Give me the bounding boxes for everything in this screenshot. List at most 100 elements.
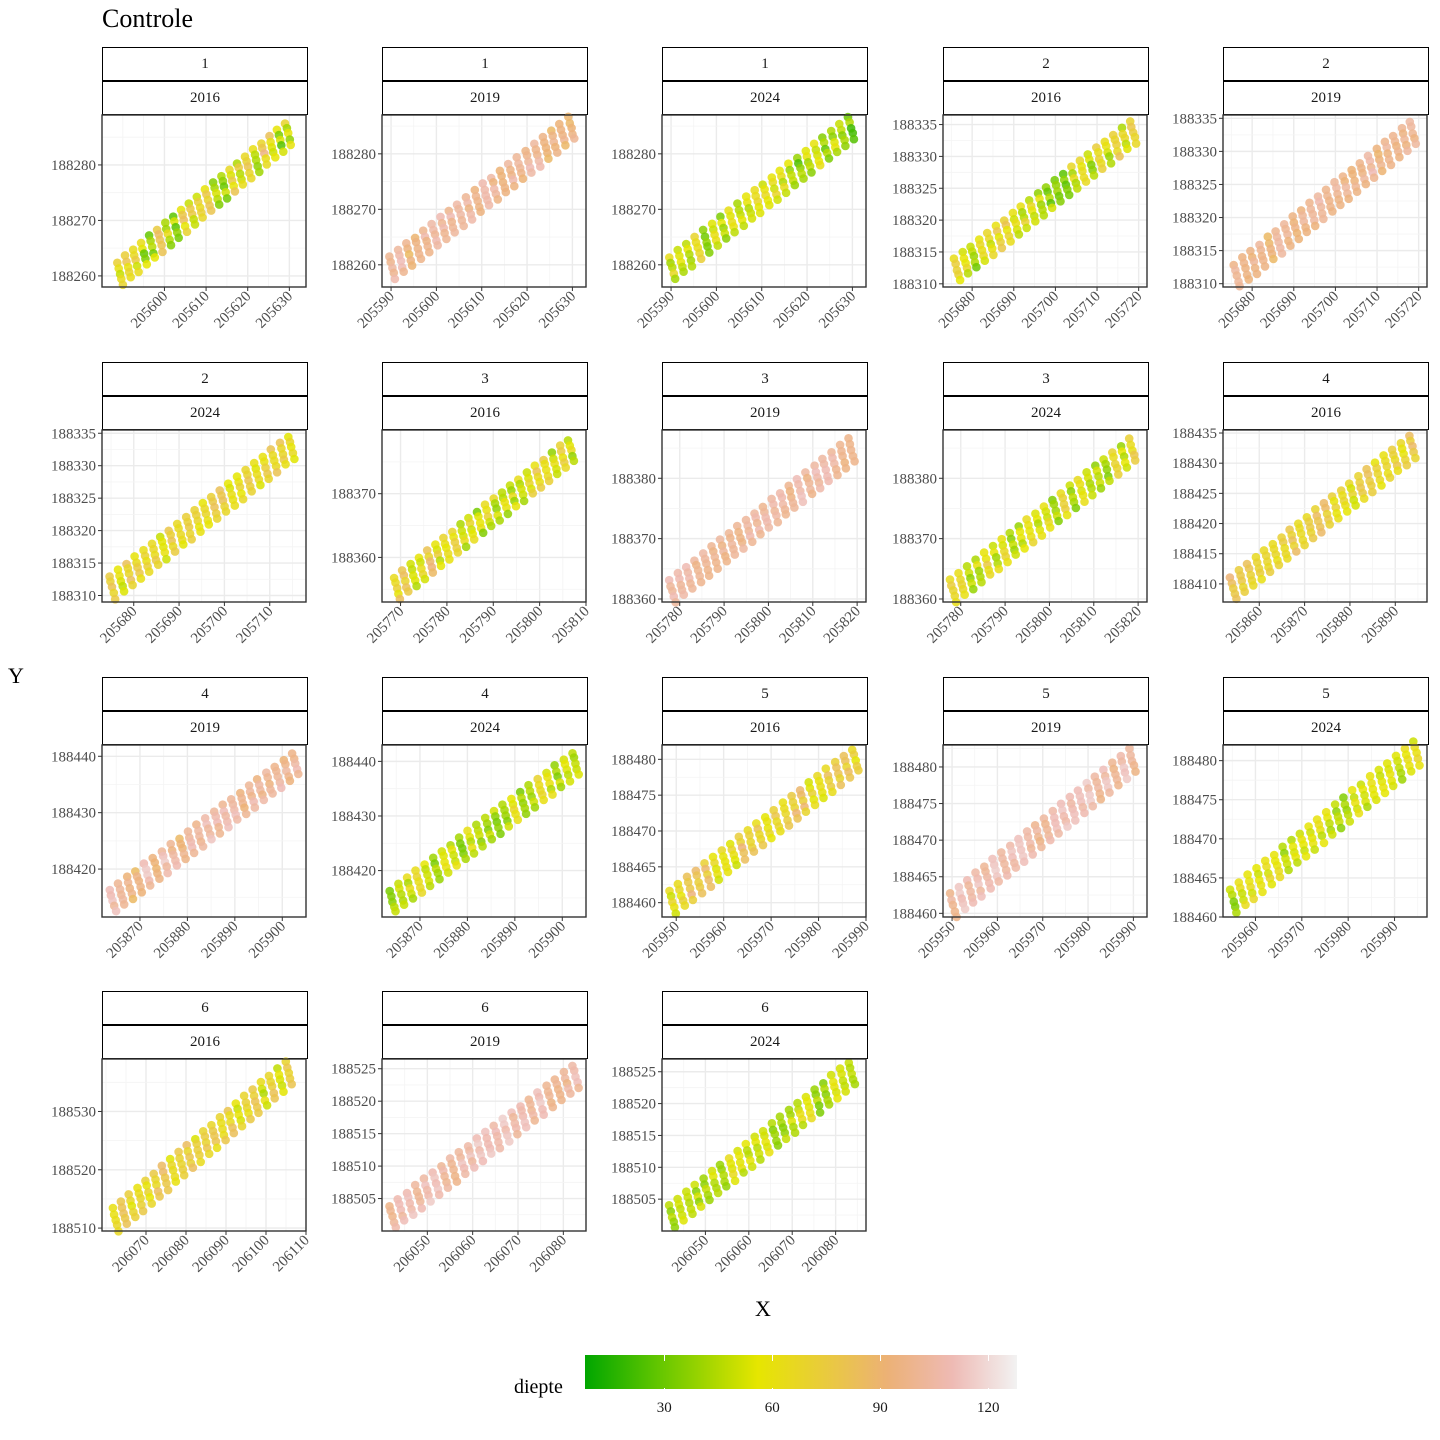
data-point [781, 809, 790, 818]
data-point [815, 1108, 825, 1117]
data-point [188, 1163, 198, 1172]
data-point [1089, 171, 1099, 180]
facet-panel: 5 2024 188460 188465 188470 188475 188480 20596… [1172, 677, 1429, 977]
data-point [1130, 456, 1140, 465]
data-point [283, 128, 293, 138]
data-point [692, 871, 702, 880]
data-point [553, 148, 562, 157]
data-point [1011, 550, 1020, 559]
data-point [1232, 594, 1241, 604]
data-point [986, 884, 995, 893]
data-point [1105, 152, 1114, 161]
data-point [416, 557, 425, 567]
y-tick-label: 188310 [1172, 277, 1217, 293]
data-point [815, 483, 825, 493]
data-point [401, 576, 410, 586]
facet-plot: 188360 188370 188380 205780 205790 205800 2058… [892, 429, 1148, 647]
data-point [569, 456, 579, 466]
data-point [1115, 152, 1124, 161]
data-point [1028, 850, 1037, 859]
data-point [1067, 162, 1076, 171]
data-point [214, 200, 224, 209]
data-point [222, 194, 232, 203]
data-point [1249, 257, 1259, 266]
data-point [218, 800, 227, 809]
data-point [504, 822, 514, 831]
y-tick-label: 188380 [611, 471, 656, 487]
data-point [1344, 194, 1353, 204]
data-point [126, 272, 135, 282]
data-point [539, 1110, 548, 1119]
data-point [259, 1089, 268, 1098]
data-point [1003, 557, 1012, 567]
legend-tick [880, 1355, 882, 1361]
data-point [174, 1147, 183, 1157]
data-point [187, 535, 196, 544]
data-point [776, 826, 785, 836]
data-point [237, 1121, 247, 1131]
x-tick-label: 205970 [735, 919, 778, 962]
data-point [259, 795, 269, 805]
data-point [1056, 197, 1065, 206]
data-point [544, 476, 554, 486]
legend-tick-label: 120 [976, 1400, 1000, 1416]
data-point [773, 1141, 783, 1150]
data-point [124, 569, 134, 578]
data-point [696, 577, 706, 587]
data-point [467, 215, 477, 224]
data-point [445, 555, 454, 564]
data-point [1071, 816, 1080, 825]
data-point [845, 773, 855, 782]
data-point [152, 1180, 161, 1190]
data-point [1088, 801, 1098, 811]
y-tick-label: 188320 [892, 213, 937, 229]
data-point [1015, 527, 1025, 536]
data-point [155, 874, 164, 883]
data-point [748, 537, 757, 547]
data-point [196, 527, 205, 536]
x-tick-label: 205690 [1257, 289, 1300, 332]
data-point [286, 140, 296, 150]
data-point [433, 241, 442, 250]
facet-plot: 188260 188270 188280 205590 205600 205610 2056… [331, 112, 587, 332]
data-point [832, 147, 842, 157]
data-point [713, 1188, 723, 1198]
y-tick-label: 188325 [892, 181, 937, 197]
data-point [1411, 453, 1420, 463]
panel-border [942, 114, 1148, 288]
facet-strip-group: 1 [102, 47, 308, 81]
y-tick-label: 188465 [611, 860, 656, 876]
data-point [410, 1180, 420, 1190]
data-point [821, 764, 831, 773]
data-point [271, 153, 280, 162]
data-point [147, 1199, 156, 1208]
data-point [1241, 263, 1250, 273]
data-point [1406, 122, 1416, 131]
data-point [428, 568, 438, 577]
y-axis-title: Y [8, 663, 24, 688]
y-tick-label: 188360 [331, 550, 376, 566]
data-point [1131, 139, 1141, 148]
data-point [948, 900, 958, 910]
data-point [145, 881, 155, 890]
x-tick-label: 205960 [961, 919, 1004, 962]
y-tick-label: 188310 [892, 277, 937, 293]
data-point [790, 503, 799, 512]
data-point [518, 174, 528, 183]
x-tick-label: 205870 [384, 919, 427, 962]
data-point [1319, 838, 1329, 848]
data-point [511, 501, 521, 511]
data-point [1319, 214, 1328, 224]
data-point [1098, 164, 1107, 173]
data-point [109, 588, 119, 598]
x-tick-label: 206070 [756, 1233, 799, 1276]
data-point [160, 548, 170, 557]
data-point [122, 1219, 132, 1228]
data-point [1294, 234, 1304, 244]
data-point [493, 195, 503, 204]
y-tick-label: 188325 [1172, 177, 1217, 193]
facet-strip-year: 2016 [1223, 396, 1429, 430]
data-point [696, 254, 706, 264]
data-point [821, 465, 831, 475]
data-point [1411, 139, 1421, 149]
